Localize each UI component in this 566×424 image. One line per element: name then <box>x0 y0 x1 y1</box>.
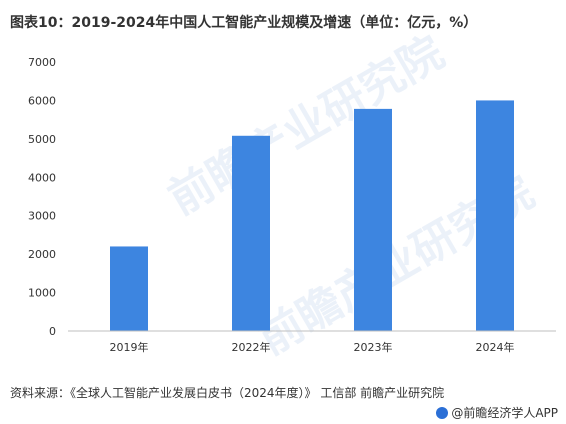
x-axis: 2019年 2022年 2023年 2024年 <box>110 340 515 354</box>
y-tick-label: 4000 <box>28 171 56 184</box>
y-tick-label: 5000 <box>28 133 56 146</box>
x-tick-label: 2022年 <box>232 340 271 354</box>
y-tick-label: 7000 <box>28 56 56 69</box>
brand-text: @前瞻经济学人APP <box>451 406 558 420</box>
source-note: 资料来源：《全球人工智能产业发展白皮书（2024年度）》 工信部 前瞻产业研究院 <box>10 386 445 400</box>
x-tick-label: 2024年 <box>476 340 515 354</box>
x-tick-label: 2023年 <box>354 340 393 354</box>
y-tick-label: 6000 <box>28 94 56 107</box>
y-tick-label: 0 <box>49 325 56 338</box>
brand-credit: @前瞻经济学人APP <box>436 404 558 421</box>
y-tick-label: 1000 <box>28 287 56 300</box>
bar <box>110 246 148 331</box>
y-tick-label: 2000 <box>28 248 56 261</box>
bar <box>476 100 514 331</box>
x-tick-label: 2019年 <box>110 340 149 354</box>
chart-title: 图表10：2019-2024年中国人工智能产业规模及增速（单位：亿元，%） <box>10 15 478 31</box>
y-axis: 0 1000 2000 3000 4000 5000 6000 7000 <box>28 56 56 338</box>
bars-group <box>110 100 514 331</box>
bar <box>354 108 392 331</box>
brand-logo-icon <box>436 406 449 419</box>
bar <box>232 135 270 331</box>
y-tick-label: 3000 <box>28 210 56 223</box>
